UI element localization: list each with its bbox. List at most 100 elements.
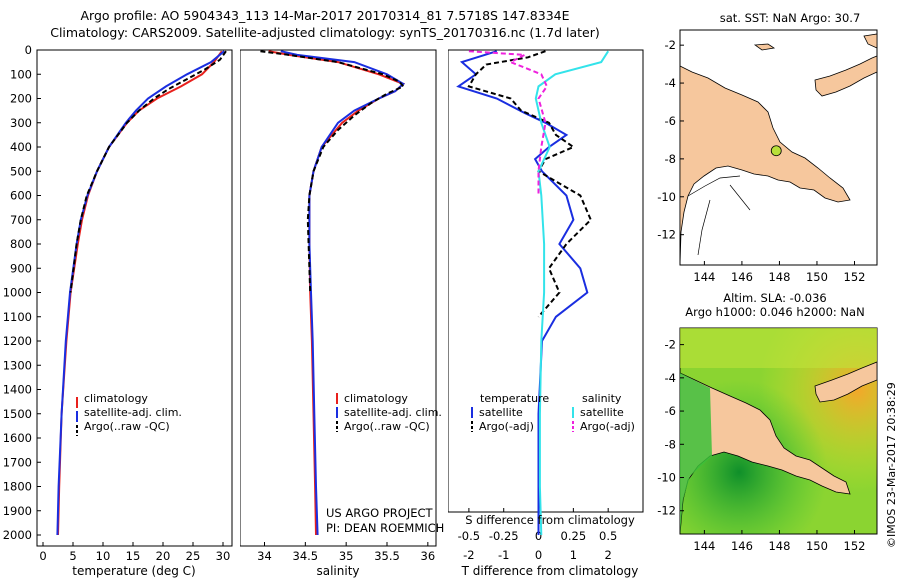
lon-tick-label: 150 (806, 270, 828, 284)
x-tick-label: 35.5 (374, 549, 400, 563)
lon-tick-label: 152 (844, 539, 866, 553)
temperature-legend: climatology satellite-adj. clim. Argo(..… (76, 392, 182, 436)
lat-tick-label: -10 (657, 471, 676, 485)
lon-tick-label: 148 (768, 270, 790, 284)
lon-tick-label: 146 (731, 539, 753, 553)
depth-tick-label: 1500 (3, 407, 32, 421)
depth-tick-label: 100 (10, 67, 32, 81)
series-line-argo-raw-qc- (69, 50, 227, 293)
s-tick-label: -0.25 (489, 529, 519, 543)
s-tick-label: 0.25 (561, 529, 587, 543)
salinity-series (260, 50, 406, 536)
legend-salinity-title: salinity (582, 392, 622, 405)
temperature-axes-frame (36, 49, 233, 547)
sst-map-title: sat. SST: NaN Argo: 30.7 (720, 11, 861, 25)
depth-tick-label: 200 (10, 92, 32, 106)
lat-tick-label: -8 (665, 152, 676, 166)
lon-tick-label: 144 (693, 270, 715, 284)
depth-tick-label: 1800 (3, 480, 32, 494)
depth-axis: 0 100 200 300 400 500 600 700 800 900 1000 1100 1200… (3, 43, 41, 542)
series-line-salinity-satellite (534, 50, 610, 536)
series-line-temperature-satellite (456, 50, 589, 535)
lat-tick-label: -6 (665, 404, 676, 418)
depth-tick-label: 1400 (3, 383, 32, 397)
x-tick-label: 10 (96, 549, 111, 563)
difference-series (456, 50, 610, 536)
lat-tick-label: -2 (665, 38, 676, 52)
salinity-axes-frame (240, 49, 437, 547)
lat-tick-label: -6 (665, 114, 676, 128)
depth-tick-label: 600 (10, 189, 32, 203)
series-line-argo-raw-qc- (260, 50, 405, 293)
legend-temp-argo: Argo(-adj) (479, 420, 534, 433)
difference-legend-temperature: temperature satellite Argo(-adj) (471, 392, 549, 433)
sst-map-axes: 144 146 148 150 152 -2 -4 -6 -8 -10 -12 (657, 38, 865, 284)
legend-argo: Argo(..raw -QC) (84, 420, 170, 433)
salinity-x-label: salinity (316, 564, 359, 578)
depth-tick-label: 1000 (3, 286, 32, 300)
series-line-climatology (268, 50, 406, 536)
s-difference-label: S difference from climatology (465, 513, 635, 527)
series-line-satellite-adj-clim- (56, 50, 225, 536)
difference-panel: -2 -1 0 1 2 -0.5 -0.25 0 0.25 0.5 temperature sat… (448, 49, 644, 578)
lon-tick-label: 144 (693, 539, 715, 553)
temperature-x-axis: 0 5 10 15 20 25 30 (39, 542, 230, 563)
x-tick-label: 30 (216, 549, 231, 563)
x-tick-label: 5 (69, 549, 76, 563)
depth-tick-label: 400 (10, 140, 32, 154)
x-tick-label: 15 (126, 549, 141, 563)
legend-climatology: climatology (84, 392, 148, 405)
salinity-x-axis: 34 34.5 35 35.5 36 (257, 542, 435, 563)
lat-tick-label: -8 (665, 437, 676, 451)
lat-tick-label: -10 (657, 190, 676, 204)
sla-map-land (679, 361, 878, 535)
imos-timestamp: ©IMOS 23-Mar-2017 20:38:29 (885, 382, 898, 548)
depth-tick-label: 1300 (3, 358, 32, 372)
lon-tick-label: 148 (768, 539, 790, 553)
temperature-series (56, 50, 227, 536)
lon-tick-label: 146 (731, 270, 753, 284)
depth-tick-label: 0 (25, 43, 32, 57)
sla-map-title1: Altim. SLA: -0.036 (723, 291, 827, 305)
t-tick-label: -1 (498, 548, 509, 562)
temperature-panel: 0100200300400500600700800900100011001200… (3, 43, 233, 578)
legend-sal-argo: Argo(-adj) (580, 420, 635, 433)
depth-tick-label: 2000 (3, 528, 32, 542)
x-tick-label: 34.5 (293, 549, 319, 563)
depth-tick-label: 1600 (3, 431, 32, 445)
plot-title-line1: Argo profile: AO 5904343_113 14-Mar-2017… (80, 8, 570, 23)
s-tick-label: 0.5 (599, 529, 617, 543)
depth-tick-label: 800 (10, 237, 32, 251)
difference-legend-salinity: salinity satellite Argo(-adj) (572, 392, 635, 433)
legend-argo: Argo(..raw -QC) (344, 420, 430, 433)
legend-climatology: climatology (344, 392, 408, 405)
series-line-climatology (57, 50, 223, 536)
difference-axes-frame (448, 49, 644, 513)
difference-x-axis: -2 -1 0 1 2 -0.5 -0.25 0 0.25 0.5 (458, 508, 617, 562)
plot-title-line2: Climatology: CARS2009. Satellite-adjuste… (50, 25, 600, 40)
series-line-satellite-adj-clim- (280, 50, 405, 536)
sla-map-axes: 144 146 148 150 152 -2 -4 -6 -8 -10 -12 (657, 338, 865, 553)
t-tick-label: 2 (605, 548, 612, 562)
salinity-legend: climatology satellite-adj. clim. Argo(..… (336, 392, 442, 433)
x-tick-label: 34 (257, 549, 272, 563)
depth-tick-label: 900 (10, 261, 32, 275)
lon-tick-label: 150 (806, 539, 828, 553)
sla-map-title2: Argo h1000: 0.046 h2000: NaN (685, 305, 864, 319)
project-credit: US ARGO PROJECT (326, 506, 434, 520)
argo-position-marker (770, 145, 782, 157)
lon-tick-label: 152 (844, 270, 866, 284)
t-difference-label: T difference from climatology (461, 564, 639, 578)
depth-tick-label: 300 (10, 116, 32, 130)
legend-temp-satellite: satellite (479, 406, 523, 419)
sla-north-band (680, 328, 877, 368)
lat-tick-label: -4 (665, 76, 676, 90)
lat-tick-label: -4 (665, 371, 676, 385)
legend-satellite: satellite-adj. clim. (344, 406, 442, 419)
lat-tick-label: -2 (665, 338, 676, 352)
legend-temperature-title: temperature (480, 392, 549, 405)
s-tick-label: -0.5 (458, 529, 480, 543)
x-tick-label: 0 (39, 549, 46, 563)
series-line-salinity-argo-adj- (468, 50, 549, 196)
sla-map-panel: Altim. SLA: -0.036 Argo h1000: 0.046 h20… (657, 291, 878, 553)
